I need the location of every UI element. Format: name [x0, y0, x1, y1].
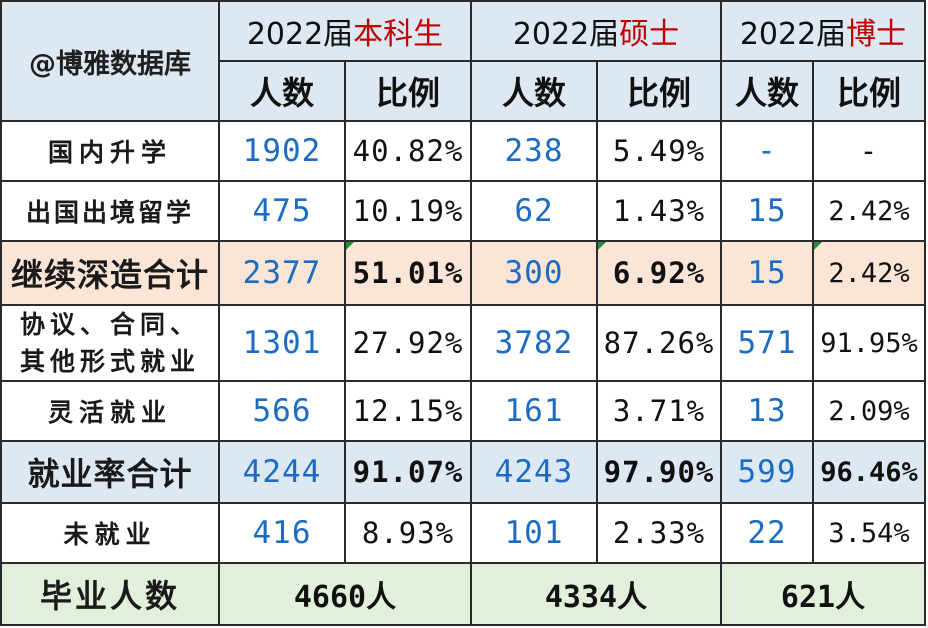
row-label-overseas-study: 出国出境留学 [0, 182, 220, 242]
header-count-master: 人数 [472, 62, 598, 122]
table-cell: 87.26% [598, 306, 722, 382]
table-cell: 2.42% [814, 242, 926, 306]
header-undergrad: 2022届 本科生 [220, 0, 472, 62]
table-cell: 3.54% [814, 504, 926, 564]
brand-watermark: @博雅数据库 [0, 0, 220, 122]
table-cell: 475 [220, 182, 346, 242]
row-label-line-1: 协议、合同、 [19, 310, 200, 339]
table-cell: 2.09% [814, 382, 926, 442]
table-cell: 1902 [220, 122, 346, 182]
header-undergrad-year: 2022届 [246, 17, 354, 52]
table-cell: 91.07% [346, 442, 472, 504]
table-cell: 238 [472, 122, 598, 182]
table-cell: 10.19% [346, 182, 472, 242]
table-cell: 6.92% [598, 242, 722, 306]
table-cell: 3.71% [598, 382, 722, 442]
table-cell: 40.82% [346, 122, 472, 182]
row-label-unemployed: 未就业 [0, 504, 220, 564]
table-cell: 4243 [472, 442, 598, 504]
table-cell: 1.43% [598, 182, 722, 242]
table-cell: 2.33% [598, 504, 722, 564]
table-cell: 101 [472, 504, 598, 564]
comment-marker-icon [598, 242, 606, 250]
row-label-graduates: 毕业人数 [0, 564, 220, 626]
table-cell: 300 [472, 242, 598, 306]
table-cell: - [814, 122, 926, 182]
row-label-employment-rate-total: 就业率合计 [0, 442, 220, 504]
table-cell: 3782 [472, 306, 598, 382]
header-phd: 2022届 博士 [722, 0, 926, 62]
row-label-continue-study-total: 继续深造合计 [0, 242, 220, 306]
header-master-year: 2022届 [512, 17, 620, 52]
table-cell: 51.01% [346, 242, 472, 306]
cell-text: 2.42% [828, 257, 910, 289]
header-phd-degree: 博士 [846, 17, 907, 52]
header-ratio-phd: 比例 [814, 62, 926, 122]
cell-text: 6.92% [612, 256, 706, 290]
header-phd-year: 2022届 [739, 17, 847, 52]
graduates-total-phd: 621人 [722, 564, 926, 626]
row-label-flexible-employment: 灵活就业 [0, 382, 220, 442]
table-cell: 2377 [220, 242, 346, 306]
row-label-domestic-study: 国内升学 [0, 122, 220, 182]
table-cell: 12.15% [346, 382, 472, 442]
table-cell: 566 [220, 382, 346, 442]
row-label-contract-employment: 协议、合同、 其他形式就业 [0, 306, 220, 382]
table-cell: 97.90% [598, 442, 722, 504]
table-cell: - [722, 122, 814, 182]
header-ratio-master: 比例 [598, 62, 722, 122]
table-cell: 62 [472, 182, 598, 242]
table-cell: 599 [722, 442, 814, 504]
cell-text: 51.01% [352, 256, 464, 290]
row-label-line-2: 其他形式就业 [19, 347, 200, 376]
graduates-total-master: 4334人 [472, 564, 722, 626]
table-cell: 2.42% [814, 182, 926, 242]
table-cell: 161 [472, 382, 598, 442]
table-cell: 4244 [220, 442, 346, 504]
header-master-degree: 硕士 [619, 17, 680, 52]
comment-marker-icon [814, 242, 822, 250]
table-cell: 22 [722, 504, 814, 564]
table-cell: 5.49% [598, 122, 722, 182]
comment-marker-icon [346, 242, 354, 250]
graduates-total-undergrad: 4660人 [220, 564, 472, 626]
table-cell: 96.46% [814, 442, 926, 504]
header-master: 2022届 硕士 [472, 0, 722, 62]
table-cell: 8.93% [346, 504, 472, 564]
table-cell: 15 [722, 182, 814, 242]
header-undergrad-degree: 本科生 [353, 17, 444, 52]
table-cell: 91.95% [814, 306, 926, 382]
table-cell: 416 [220, 504, 346, 564]
header-count-phd: 人数 [722, 62, 814, 122]
table-cell: 13 [722, 382, 814, 442]
table-cell: 27.92% [346, 306, 472, 382]
table-cell: 1301 [220, 306, 346, 382]
table-cell: 571 [722, 306, 814, 382]
header-count-undergrad: 人数 [220, 62, 346, 122]
table-cell: 15 [722, 242, 814, 306]
header-ratio-undergrad: 比例 [346, 62, 472, 122]
